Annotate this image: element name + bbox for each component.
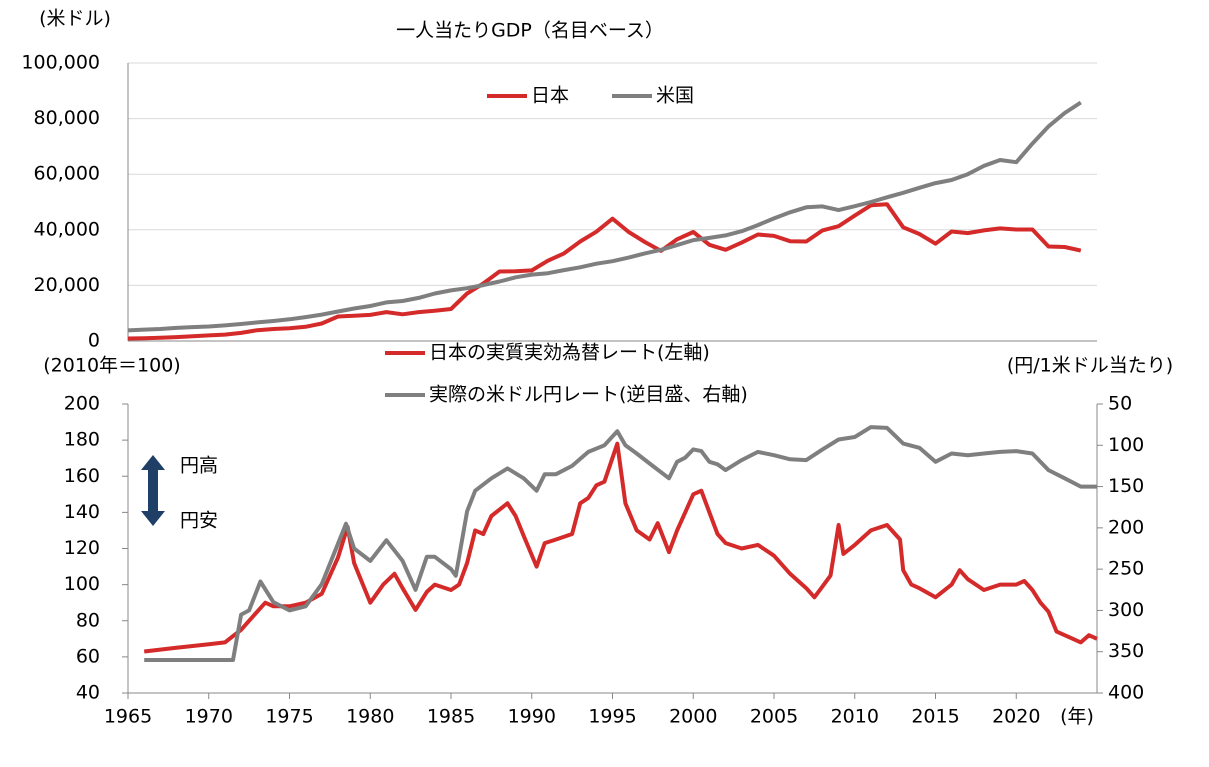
x-tick-label: 1975 — [265, 706, 313, 728]
x-tick-label: 1990 — [508, 706, 556, 728]
series-line — [127, 202, 1082, 341]
y-tick-label: 80,000 — [34, 107, 100, 129]
legend-label: 日本 — [531, 85, 569, 107]
y-tick-label: 40 — [76, 682, 100, 704]
y-tick-label: 100,000 — [21, 52, 100, 74]
y-tick-label: 120 — [64, 537, 100, 559]
y-tick-label: 60,000 — [34, 163, 100, 185]
chart-title: 一人当たりGDP（名目ベース） — [396, 20, 664, 42]
x-tick-label: 1965 — [104, 706, 152, 728]
y2-tick-label: 100 — [1108, 434, 1144, 456]
y-tick-label: 180 — [64, 429, 100, 451]
legend-label: 実際の米ドル円レート(逆目盛、右軸) — [429, 384, 748, 406]
y-tick-label: 200 — [64, 393, 100, 415]
y2-tick-label: 300 — [1108, 599, 1144, 621]
y2-tick-label: 150 — [1108, 475, 1144, 497]
y-tick-label: 0 — [88, 330, 100, 352]
x-tick-label: 2000 — [669, 706, 717, 728]
y-tick-label: 60 — [76, 645, 100, 667]
x-tick-label: 1995 — [588, 706, 636, 728]
x-tick-label: 2015 — [911, 706, 959, 728]
y-tick-label: 40,000 — [34, 218, 100, 240]
y2-tick-label: 400 — [1108, 682, 1144, 704]
y2-axis-label: (円/1米ドル当たり) — [1007, 355, 1173, 377]
y2-tick-label: 350 — [1108, 640, 1144, 662]
y-tick-label: 160 — [64, 465, 100, 487]
x-tick-label: 1980 — [346, 706, 394, 728]
legend-label: 米国 — [656, 85, 694, 107]
y-axis-label: (米ドル) — [39, 8, 111, 30]
annotation: 円高 — [180, 455, 218, 477]
y2-tick-label: 250 — [1108, 558, 1144, 580]
x-tick-label: 2005 — [750, 706, 798, 728]
y2-tick-label: 200 — [1108, 516, 1144, 538]
annotation: 円安 — [180, 510, 218, 532]
x-tick-label: 1970 — [185, 706, 233, 728]
y-tick-label: 100 — [64, 573, 100, 595]
y-tick-label: 80 — [76, 609, 100, 631]
y-tick-label: 140 — [64, 501, 100, 523]
y-tick-label: 20,000 — [34, 274, 100, 296]
x-tick-label: 1985 — [427, 706, 475, 728]
x-tick-label: 2010 — [831, 706, 879, 728]
legend-label: 日本の実質実効為替レート(左軸) — [429, 342, 710, 364]
x-tick-label: 2020 — [992, 706, 1040, 728]
series-line — [144, 425, 1097, 662]
series-line — [143, 441, 1098, 654]
y-axis-label: (2010年＝100) — [43, 355, 180, 377]
arrow — [141, 455, 165, 526]
x-axis-label: (年) — [1060, 706, 1094, 728]
series-line — [127, 100, 1082, 333]
y2-tick-label: 50 — [1108, 393, 1132, 415]
